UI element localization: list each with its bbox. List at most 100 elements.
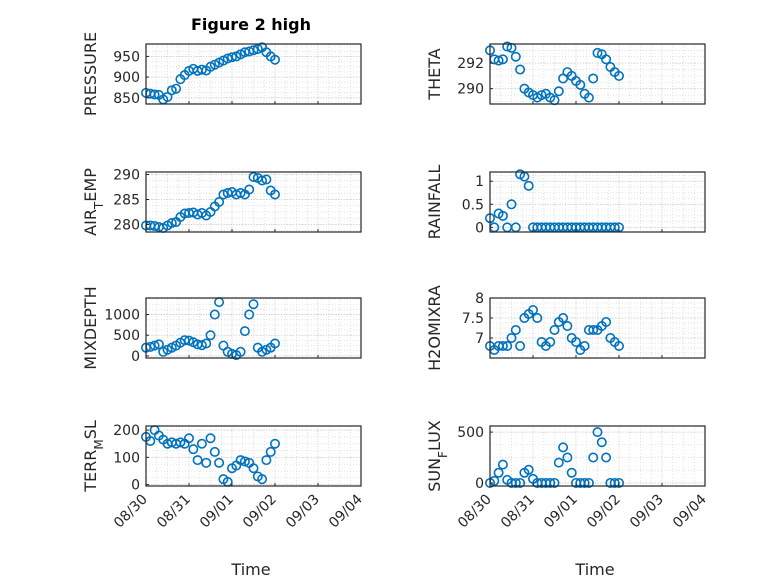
data-point <box>562 452 573 463</box>
data-point <box>244 309 255 320</box>
data-point <box>545 336 556 347</box>
data-point <box>239 326 250 337</box>
y-tick-label: 200 <box>113 423 140 439</box>
data-point <box>588 452 599 463</box>
data-point <box>583 477 594 488</box>
data-point <box>562 320 573 331</box>
data-point <box>269 438 280 449</box>
data-point <box>592 47 603 58</box>
data-point <box>248 299 259 310</box>
data-point <box>205 433 216 444</box>
data-point <box>502 340 513 351</box>
y-axis-label: RAINFALL <box>425 165 444 240</box>
data-point <box>566 467 577 478</box>
data-point <box>248 45 259 56</box>
data-point <box>209 309 220 320</box>
data-point <box>545 477 556 488</box>
data-point <box>601 316 612 327</box>
data-point <box>502 41 513 52</box>
data-point <box>269 189 280 200</box>
data-point <box>257 474 268 485</box>
data-point <box>506 332 517 343</box>
data-point <box>196 438 207 449</box>
data-point <box>166 218 177 229</box>
axes-frame <box>489 171 706 233</box>
data-point <box>149 340 160 351</box>
data-point <box>510 324 521 335</box>
data-point <box>209 446 220 457</box>
data-point <box>575 79 586 90</box>
axes-frame <box>145 171 362 233</box>
data-point <box>239 456 250 467</box>
y-tick-label: 292 <box>457 56 484 72</box>
y-axis-label: TERRMSL <box>81 420 106 493</box>
data-point <box>493 467 504 478</box>
y-tick-label: 1000 <box>104 308 140 324</box>
data-point <box>601 452 612 463</box>
y-tick-label: 0 <box>475 476 484 492</box>
y-tick-label: 0.5 <box>462 197 484 213</box>
data-point <box>549 324 560 335</box>
data-point <box>527 304 538 315</box>
data-point <box>248 172 259 183</box>
data-point <box>227 52 238 63</box>
y-tick-label: 290 <box>457 82 484 98</box>
data-point <box>613 340 624 351</box>
data-point <box>188 444 199 455</box>
data-point <box>248 463 259 474</box>
data-point <box>506 199 517 210</box>
y-axis-label: H2OMIXRA <box>425 285 444 371</box>
y-axis-label: THETA <box>425 48 444 100</box>
y-tick-label: 100 <box>113 450 140 466</box>
y-tick-label: 290 <box>113 168 140 184</box>
data-point <box>613 70 624 81</box>
y-tick-label: 0 <box>131 349 140 365</box>
data-point <box>596 437 607 448</box>
data-point <box>184 433 195 444</box>
data-point <box>592 427 603 438</box>
y-tick-label: 8 <box>475 291 484 307</box>
figure-title: Figure 2 high <box>191 15 311 34</box>
data-point <box>257 175 268 186</box>
axes-frame <box>489 297 706 359</box>
data-point <box>149 89 160 100</box>
y-axis-label: PRESSURE <box>81 32 100 116</box>
data-point <box>196 64 207 75</box>
data-point <box>269 54 280 65</box>
y-tick-label: 7 <box>475 331 484 347</box>
y-tick-label: 285 <box>113 193 140 209</box>
data-point <box>601 54 612 65</box>
y-tick-label: 7.5 <box>462 311 484 327</box>
data-point <box>497 54 508 65</box>
data-point <box>523 180 534 191</box>
axes-frame <box>489 425 706 487</box>
y-tick-label: 280 <box>113 218 140 234</box>
data-point <box>244 184 255 195</box>
data-point <box>201 457 212 468</box>
data-point <box>588 324 599 335</box>
y-tick-label: 1 <box>475 174 484 190</box>
data-point <box>175 437 186 448</box>
data-point <box>244 46 255 57</box>
data-point <box>201 338 212 349</box>
data-point <box>570 336 581 347</box>
x-axis-label-right: Time <box>574 560 614 579</box>
data-point <box>558 312 569 323</box>
data-point <box>497 340 508 351</box>
data-point <box>515 477 526 488</box>
data-point <box>532 312 543 323</box>
y-axis-label: SUNFLUX <box>425 420 450 492</box>
data-point <box>553 457 564 468</box>
data-point <box>609 477 620 488</box>
y-tick-label: 0 <box>131 478 140 494</box>
data-point <box>261 174 272 185</box>
y-tick-label: 950 <box>113 49 140 65</box>
x-axis-label-left: Time <box>230 560 270 579</box>
data-point <box>261 455 272 466</box>
data-point <box>153 339 164 350</box>
axes-frame <box>145 43 362 105</box>
y-axis-label: MIXDEPTH <box>81 286 100 369</box>
data-point <box>558 442 569 453</box>
data-point <box>523 464 534 475</box>
